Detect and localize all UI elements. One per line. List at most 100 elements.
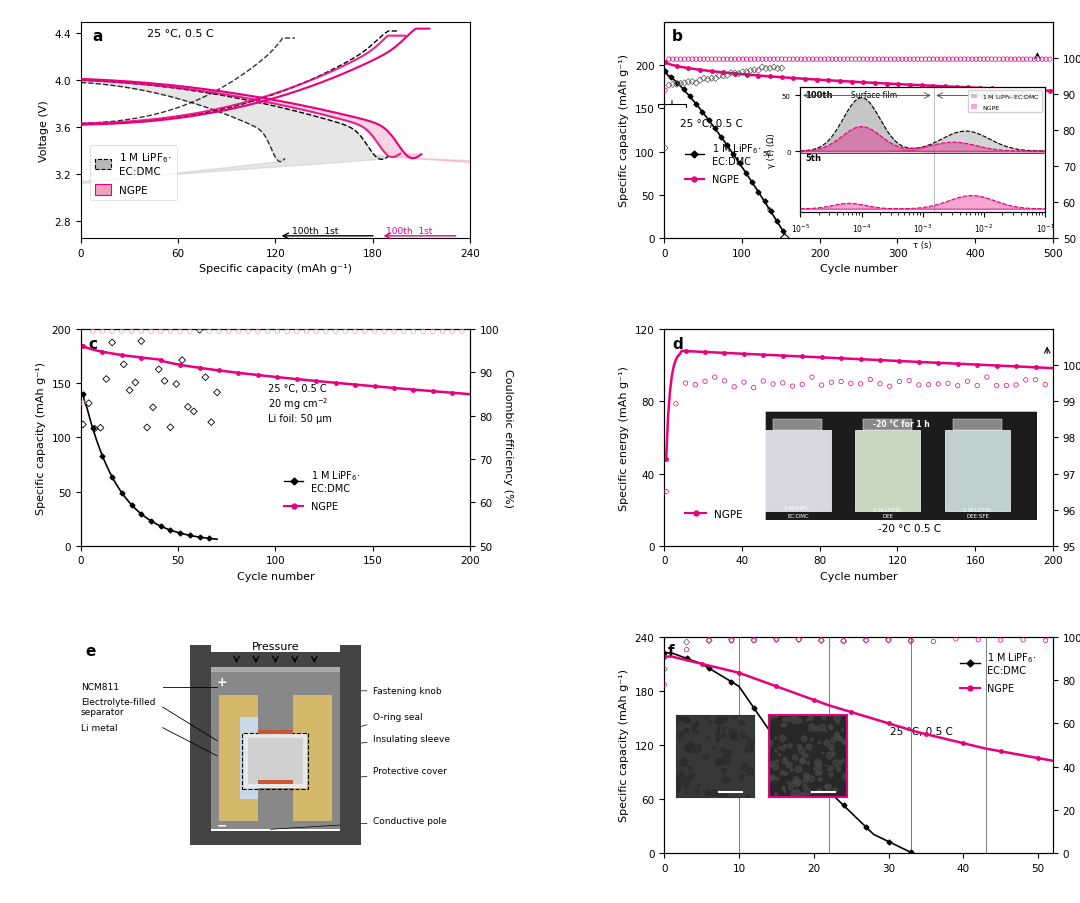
Point (1007, 53, 1024, 68)
Point (909, 53, 927, 68)
Point (766, 53, 783, 68)
Bar (244, 734, 307, 788)
Point (688, 53, 705, 68)
Bar (258, 731, 293, 734)
Point (669, 78, 686, 92)
1 M LiPF$_6$·
EC:DMC (774, 223, 787, 234)
Point (174, 353, 191, 368)
Point (813, 378, 831, 393)
Point (785, 53, 802, 68)
Point (716, 374, 733, 388)
Point (735, 376, 753, 390)
Point (745, 633, 762, 647)
1 M LiPF$_6$·
EC:DMC (740, 692, 753, 703)
Bar (212, 671, 339, 687)
1 M LiPF$_6$·
EC:DMC (860, 822, 873, 833)
Point (444, 325, 461, 340)
Point (949, 379, 967, 394)
Point (761, 62, 779, 77)
Point (723, 53, 740, 68)
Text: f: f (669, 644, 675, 658)
Point (993, 633, 1010, 647)
NGPE (957, 738, 970, 749)
1 M LiPF$_6$·
EC:DMC (837, 800, 850, 811)
Point (765, 377, 782, 392)
NGPE (677, 346, 690, 357)
Text: 25 °C, 0.5 C: 25 °C, 0.5 C (147, 29, 214, 39)
Line: NGPE: NGPE (662, 655, 1055, 763)
1 M LiPF$_6$·
EC:DMC (659, 66, 672, 77)
Text: separator: separator (81, 707, 124, 716)
Point (835, 53, 852, 68)
Point (723, 633, 740, 647)
Point (738, 66, 755, 80)
1 M LiPF$_6$·
EC:DMC (710, 667, 723, 678)
Point (761, 53, 779, 68)
Point (902, 633, 919, 647)
Point (259, 325, 276, 340)
Point (988, 379, 1005, 394)
Line: NGPE: NGPE (663, 61, 1055, 94)
Point (687, 378, 704, 393)
Y-axis label: Specific capacity (mAh g⁻¹): Specific capacity (mAh g⁻¹) (619, 669, 630, 822)
Point (1027, 373, 1044, 387)
Point (870, 53, 888, 68)
Point (745, 381, 762, 396)
Point (376, 325, 393, 340)
Point (910, 378, 928, 393)
Point (197, 370, 214, 385)
NGPE (1001, 748, 1014, 759)
Point (835, 634, 852, 648)
Y-axis label: Specific energy (mAh g⁻¹): Specific energy (mAh g⁻¹) (619, 366, 630, 510)
Point (757, 62, 774, 77)
Point (658, 485, 675, 499)
Point (833, 375, 850, 389)
Point (366, 325, 383, 340)
Point (905, 53, 922, 68)
NGPE (765, 350, 778, 361)
Point (298, 325, 315, 340)
1 M LiPF$_6$·
EC:DMC (742, 172, 755, 182)
Bar (241, 717, 258, 799)
Text: 25 °C, 0.5 C: 25 °C, 0.5 C (679, 118, 743, 128)
1 M LiPF$_6$·
EC:DMC (852, 815, 865, 825)
Point (832, 53, 849, 68)
Point (1010, 53, 1027, 68)
1 M LiPF$_6$·
EC:DMC (725, 676, 738, 687)
Bar (248, 739, 302, 784)
Point (862, 373, 879, 387)
X-axis label: Cycle number: Cycle number (820, 265, 897, 275)
Bar (212, 663, 339, 673)
Point (842, 377, 860, 391)
Point (791, 632, 808, 647)
Point (1017, 373, 1035, 387)
Point (660, 53, 677, 68)
Point (794, 377, 811, 392)
Point (656, 662, 673, 676)
Point (944, 53, 961, 68)
Point (1014, 53, 1031, 68)
Point (851, 53, 868, 68)
Point (897, 53, 915, 68)
Point (656, 677, 673, 692)
Point (699, 73, 716, 88)
Point (337, 325, 354, 340)
Point (995, 53, 1012, 68)
Point (959, 375, 976, 389)
Point (970, 633, 987, 647)
1 M LiPF$_6$·
EC:DMC (759, 198, 772, 209)
Point (220, 325, 238, 340)
Point (80, 396, 97, 411)
Point (97, 372, 114, 386)
Point (769, 62, 786, 77)
Point (434, 325, 451, 340)
Point (172, 325, 189, 340)
Point (191, 323, 208, 338)
Point (948, 53, 966, 68)
NGPE (1047, 363, 1059, 374)
Bar (258, 780, 293, 784)
Text: 100th  1st: 100th 1st (292, 227, 338, 236)
Point (86, 422, 104, 436)
Point (288, 325, 306, 340)
Text: Li metal: Li metal (81, 723, 118, 732)
